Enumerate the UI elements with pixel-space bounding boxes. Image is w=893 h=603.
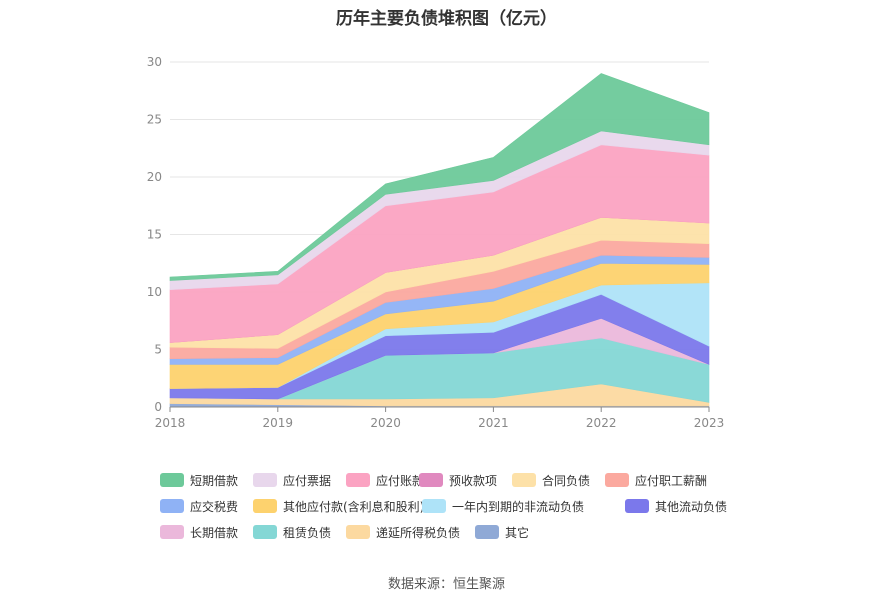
x-tick-label: 2021 — [478, 416, 509, 430]
legend-label: 长期借款 — [190, 525, 239, 540]
legend-item[interactable]: 递延所得税负债 — [346, 522, 460, 542]
x-tick-label: 2018 — [155, 416, 186, 430]
area-series — [169, 73, 710, 281]
y-tick-label: 25 — [147, 113, 162, 127]
legend-swatch — [160, 499, 184, 513]
legend-item[interactable]: 应付职工薪酬 — [605, 470, 707, 490]
legend-swatch — [253, 525, 277, 539]
legend-label: 应交税费 — [190, 499, 239, 514]
legend-label: 应付票据 — [283, 473, 332, 488]
legend-swatch — [253, 499, 277, 513]
legend-item[interactable]: 其它 — [475, 522, 529, 542]
legend-swatch — [346, 473, 370, 487]
y-tick-label: 5 — [154, 343, 162, 357]
stacked-area-chart: 0 5 10 15 20 25 30 2018 2019 2020 2021 2022 2023 — [147, 55, 725, 430]
legend-swatch — [422, 499, 446, 513]
legend-item[interactable]: 合同负债 — [512, 470, 590, 490]
legend-item[interactable]: 其他应付款(含利息和股利) — [253, 496, 424, 516]
legend-label: 递延所得税负债 — [376, 525, 461, 540]
legend-label: 应付职工薪酬 — [635, 473, 708, 488]
legend-swatch — [605, 473, 629, 487]
legend-item[interactable]: 长期借款 — [160, 522, 238, 542]
legend-item[interactable]: 其他流动负债 — [625, 496, 727, 516]
legend-swatch — [475, 525, 499, 539]
legend-label: 合同负债 — [542, 473, 591, 488]
legend-swatch — [253, 473, 277, 487]
legend-label: 短期借款 — [190, 473, 239, 488]
legend-item[interactable]: 租赁负债 — [253, 522, 331, 542]
legend-label: 一年内到期的非流动负债 — [452, 499, 585, 514]
legend-label: 应付账款 — [376, 473, 425, 488]
legend-item[interactable]: 应付账款 — [346, 470, 424, 490]
legend-swatch — [160, 525, 184, 539]
legend-item[interactable]: 短期借款 — [160, 470, 238, 490]
y-tick-label: 15 — [147, 228, 162, 242]
legend-label: 其他流动负债 — [655, 499, 728, 514]
x-tick-label: 2022 — [586, 416, 617, 430]
chart-title: 历年主要负债堆积图（亿元） — [336, 9, 557, 29]
legend-swatch — [512, 473, 536, 487]
y-tick-label: 10 — [147, 285, 162, 299]
y-tick-label: 30 — [147, 55, 162, 69]
legend-item[interactable]: 一年内到期的非流动负债 — [422, 496, 584, 516]
legend-item[interactable]: 应交税费 — [160, 496, 238, 516]
x-tick-label: 2023 — [694, 416, 725, 430]
legend-label: 其它 — [505, 525, 530, 540]
legend-swatch — [160, 473, 184, 487]
legend-swatch — [419, 473, 443, 487]
legend-item[interactable]: 应付票据 — [253, 470, 331, 490]
legend-label: 其他应付款(含利息和股利) — [283, 499, 425, 514]
x-tick-label: 2020 — [370, 416, 401, 430]
y-tick-label: 20 — [147, 170, 162, 184]
legend-label: 租赁负债 — [283, 525, 332, 540]
legend-label: 预收款项 — [449, 473, 498, 488]
y-tick-label: 0 — [154, 400, 162, 414]
data-source-note: 数据来源：恒生聚源 — [387, 577, 505, 592]
legend-item[interactable]: 预收款项 — [419, 470, 497, 490]
x-tick-label: 2019 — [263, 416, 294, 430]
legend-swatch — [346, 525, 370, 539]
legend-swatch — [625, 499, 649, 513]
